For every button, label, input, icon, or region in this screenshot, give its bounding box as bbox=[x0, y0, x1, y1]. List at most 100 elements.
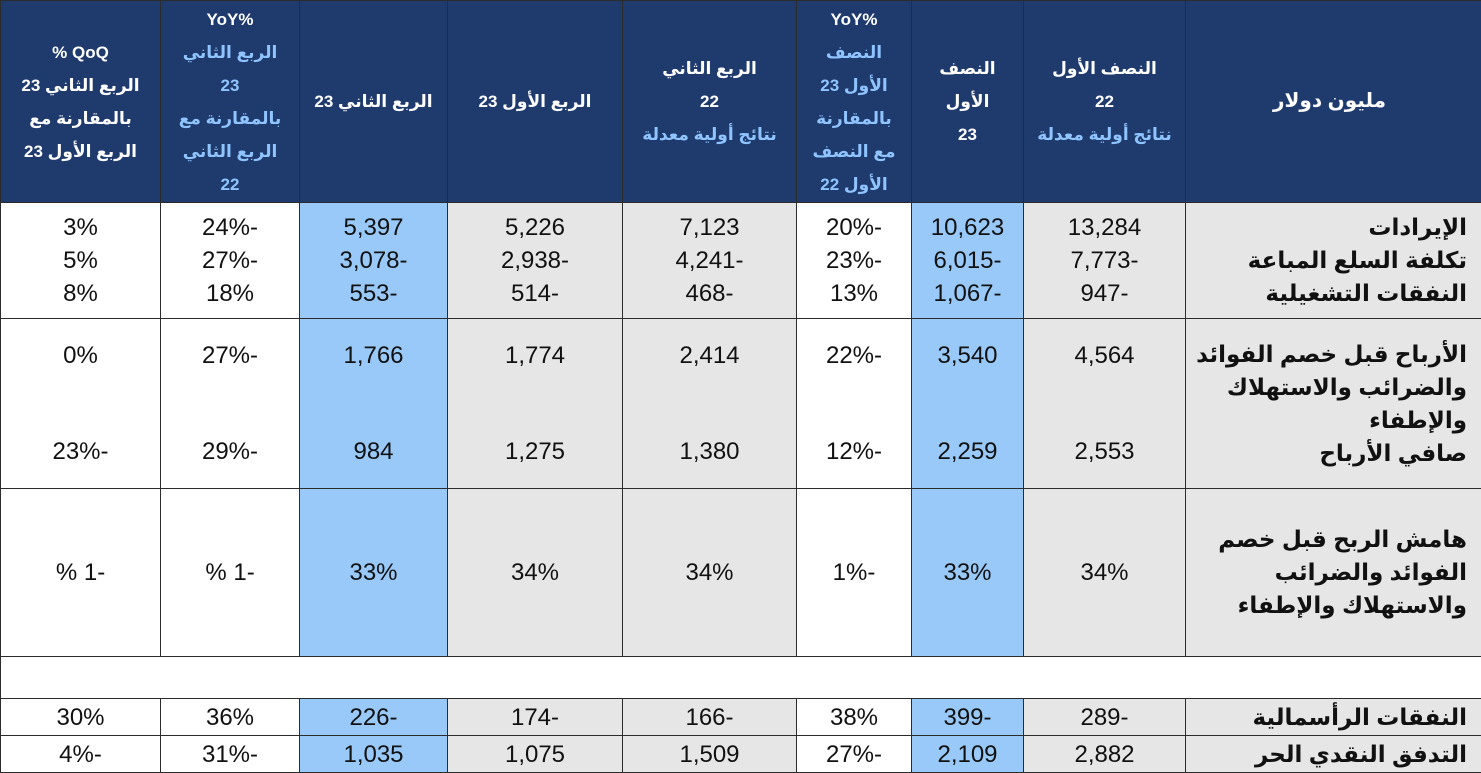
col-h1-23: النصف الأول 23 bbox=[912, 1, 1024, 203]
row-label-ebitda: والإطفاء bbox=[1186, 404, 1467, 437]
cell-q2-22: 7,123 -4,241 -468 bbox=[623, 203, 797, 319]
table-cell: -23% bbox=[1, 435, 160, 468]
cell-h1-yoy: -22% -12% bbox=[797, 319, 912, 489]
col-h1-yoy-line: الأول 22 bbox=[797, 168, 911, 201]
table-cell: -23% bbox=[797, 244, 911, 277]
table-cell: -27% bbox=[161, 339, 299, 372]
col-q2-22: الربع الثاني 22 نتائج أولية معدلة bbox=[623, 1, 797, 203]
table-cell: 2,414 bbox=[623, 339, 796, 372]
table-cell: -1 % bbox=[1, 489, 161, 657]
table-cell: 4,564 bbox=[1024, 339, 1185, 372]
col-h1-22-note: نتائج أولية معدلة bbox=[1024, 118, 1185, 151]
col-q2-yoy-line: الربع الثاني bbox=[161, 135, 299, 168]
table-cell: -4,241 bbox=[623, 244, 796, 277]
table-cell: -468 bbox=[623, 277, 796, 310]
col-qoq-line: بالمقارنة مع bbox=[1, 102, 160, 135]
row-label-ebitda-margin: والاستهلاك والإطفاء bbox=[1186, 589, 1467, 622]
table-cell: -12% bbox=[797, 435, 911, 468]
table-cell: 7,123 bbox=[623, 211, 796, 244]
table-cell: -947 bbox=[1024, 277, 1185, 310]
cell-h1-23: 10,623 -6,015 -1,067 bbox=[912, 203, 1024, 319]
table-cell: -6,015 bbox=[912, 244, 1023, 277]
table-cell: -4% bbox=[1, 736, 161, 773]
col-q2-22-line: الربع الثاني bbox=[623, 52, 796, 85]
table-row-fcf: التدفق النقدي الحر 2,882 2,109 -27% 1,50… bbox=[1, 736, 1481, 773]
table-cell: -3,078 bbox=[300, 244, 447, 277]
cell-q1-23: 1,774 1,275 bbox=[448, 319, 623, 489]
col-h1-23-line: الأول bbox=[912, 85, 1023, 118]
cell-q2-yoy: -27% -29% bbox=[161, 319, 300, 489]
table-cell: 1,509 bbox=[623, 736, 797, 773]
table-cell: -166 bbox=[623, 699, 797, 736]
col-h1-22: النصف الأول 22 نتائج أولية معدلة bbox=[1024, 1, 1186, 203]
col-q2-yoy-line: 22 bbox=[161, 168, 299, 201]
table-cell: 13,284 bbox=[1024, 211, 1185, 244]
col-h1-22-line: 22 bbox=[1024, 85, 1185, 118]
row-labels: الأرباح قبل خصم الفوائد والضرائب والاسته… bbox=[1186, 319, 1481, 489]
col-h1-22-line: النصف الأول bbox=[1024, 52, 1185, 85]
table-cell: 3,540 bbox=[912, 339, 1023, 372]
table-cell: 38% bbox=[797, 699, 912, 736]
cell-h1-23: 3,540 2,259 bbox=[912, 319, 1024, 489]
table-row-capex: النفقات الرأسمالية -289 -399 38% -166 -1… bbox=[1, 699, 1481, 736]
table-cell: -7,773 bbox=[1024, 244, 1185, 277]
cell-h1-yoy: -20% -23% 13% bbox=[797, 203, 912, 319]
cell-q2-23: 1,766 984 bbox=[300, 319, 448, 489]
table-cell: 10,623 bbox=[912, 211, 1023, 244]
table-cell: -1% bbox=[797, 489, 912, 657]
table-cell: 2,259 bbox=[912, 435, 1023, 468]
col-h1-23-line: النصف bbox=[912, 52, 1023, 85]
row-label-revenue: الإيرادات bbox=[1186, 211, 1467, 244]
table-cell: 5,397 bbox=[300, 211, 447, 244]
col-h1-yoy-line: مع النصف bbox=[797, 135, 911, 168]
col-qoq-line: الربع الأول 23 bbox=[1, 135, 160, 168]
col-h1-yoy-title: %YoY bbox=[797, 3, 911, 36]
table-cell: -20% bbox=[797, 211, 911, 244]
row-labels: الإيرادات تكلفة السلع المباعة النفقات ال… bbox=[1186, 203, 1481, 319]
cell-q2-23: 5,397 -3,078 -553 bbox=[300, 203, 448, 319]
table-cell: 5,226 bbox=[448, 211, 622, 244]
table-cell: -24% bbox=[161, 211, 299, 244]
col-q2-yoy: %YoY الربع الثاني 23 بالمقارنة مع الربع … bbox=[161, 1, 300, 203]
header-row: مليون دولار النصف الأول 22 نتائج أولية م… bbox=[1, 1, 1481, 203]
cell-q2-yoy: -24% -27% 18% bbox=[161, 203, 300, 319]
col-h1-yoy-line: النصف bbox=[797, 36, 911, 69]
table-cell: -174 bbox=[448, 699, 623, 736]
table-cell: -27% bbox=[797, 736, 912, 773]
cell-h1-22: 4,564 2,553 bbox=[1024, 319, 1186, 489]
cell-qoq: 0% -23% bbox=[1, 319, 161, 489]
table-cell: 1,766 bbox=[300, 339, 447, 372]
col-q2-yoy-line: الربع الثاني bbox=[161, 36, 299, 69]
table-cell: -553 bbox=[300, 277, 447, 310]
col-qoq: QoQ % الربع الثاني 23 بالمقارنة مع الربع… bbox=[1, 1, 161, 203]
row-label-ebitda: الأرباح قبل خصم الفوائد bbox=[1186, 338, 1467, 371]
table-cell: -289 bbox=[1024, 699, 1186, 736]
row-label-ebitda: والضرائب والاستهلاك bbox=[1186, 371, 1467, 404]
table-cell: -22% bbox=[797, 339, 911, 372]
table-cell: 1,075 bbox=[448, 736, 623, 773]
table-cell: 2,553 bbox=[1024, 435, 1185, 468]
table-row-income-block: الإيرادات تكلفة السلع المباعة النفقات ال… bbox=[1, 203, 1481, 319]
cell-h1-22: 13,284 -7,773 -947 bbox=[1024, 203, 1186, 319]
unit-label: مليون دولار bbox=[1186, 1, 1481, 203]
col-q2-22-note: نتائج أولية معدلة bbox=[623, 118, 796, 151]
col-h1-yoy: %YoY النصف الأول 23 بالمقارنة مع النصف ا… bbox=[797, 1, 912, 203]
row-label-ebitda-margin: الفوائد والضرائب bbox=[1186, 556, 1467, 589]
row-label-net-profit: صافي الأرباح bbox=[1186, 437, 1467, 470]
row-label-cogs: تكلفة السلع المباعة bbox=[1186, 244, 1467, 277]
table-cell: 1,035 bbox=[300, 736, 448, 773]
table-cell: 30% bbox=[1, 699, 161, 736]
table-cell: 36% bbox=[161, 699, 300, 736]
table-cell: 8% bbox=[1, 277, 160, 310]
table-row-profit-block: الأرباح قبل خصم الفوائد والضرائب والاسته… bbox=[1, 319, 1481, 489]
table-cell: 1,774 bbox=[448, 339, 622, 372]
table-cell: 18% bbox=[161, 277, 299, 310]
table-cell: -514 bbox=[448, 277, 622, 310]
table-cell: 0% bbox=[1, 339, 160, 372]
table-cell: 3% bbox=[1, 211, 160, 244]
table-cell: 2,882 bbox=[1024, 736, 1186, 773]
col-q2-yoy-line: 23 bbox=[161, 69, 299, 102]
cell-q1-23: 5,226 -2,938 -514 bbox=[448, 203, 623, 319]
col-q2-22-line: 22 bbox=[623, 85, 796, 118]
